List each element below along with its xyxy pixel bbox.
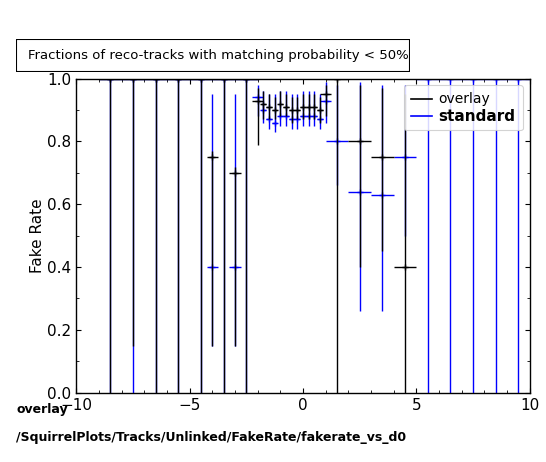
Text: Fractions of reco-tracks with matching probability < 50%: Fractions of reco-tracks with matching p… <box>28 49 409 62</box>
Text: /SquirrelPlots/Tracks/Unlinked/FakeRate/fakerate_vs_d0: /SquirrelPlots/Tracks/Unlinked/FakeRate/… <box>16 431 407 444</box>
Text: overlay: overlay <box>16 403 68 416</box>
Y-axis label: Fake Rate: Fake Rate <box>29 198 45 273</box>
FancyBboxPatch shape <box>16 39 410 72</box>
Legend: overlay, standard: overlay, standard <box>404 85 523 130</box>
